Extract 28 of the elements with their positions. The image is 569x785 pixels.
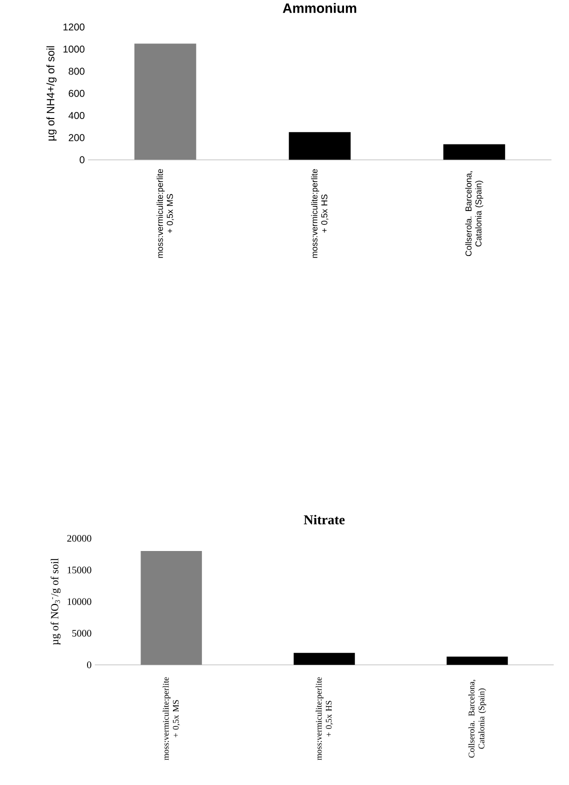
bar [446,656,508,665]
bar [134,44,196,160]
x-tick-label: moss:vermiculite:perlite + 0,5x MS [156,169,174,258]
bar [140,551,202,665]
x-tick-label: moss:vermiculite:perlite + 0,5x HS [316,677,333,760]
y-tick-label: 800 [68,68,84,75]
y-tick-label: 600 [68,90,84,97]
x-tick-label: moss:vermiculite:perlite + 0,5x MS [162,677,180,760]
y-axis-title: µg of NH4+/g of soil [46,46,57,141]
chart-title: Nitrate [304,514,345,524]
y-tick-label: 1000 [63,46,84,53]
y-tick-label: 10000 [68,598,92,605]
y-tick-label: 15000 [68,566,92,574]
y-tick-label: 400 [68,112,84,120]
x-tick-label: Collserola. Barcelona, Catalonia (Spain) [465,171,484,256]
y-tick-label: 20000 [67,535,92,542]
bar [443,144,506,160]
chart-title: Ammonium [282,3,356,13]
x-tick-label: moss:vermiculite:perlite + 0,5x HS [311,169,328,258]
y-tick-label: 200 [68,134,84,142]
bar [294,652,355,665]
y-tick-label: 0 [80,156,84,164]
y-tick-label: 1200 [63,23,84,31]
y-axis-title: µg of NO$_{3}$$^{-}$/g of soil [50,558,61,645]
y-tick-label: 0 [87,662,92,668]
y-tick-label: 5000 [72,630,92,637]
x-tick-label: Collserola. Barcelona, Catalonia (Spain) [468,680,486,758]
bar [288,132,351,160]
